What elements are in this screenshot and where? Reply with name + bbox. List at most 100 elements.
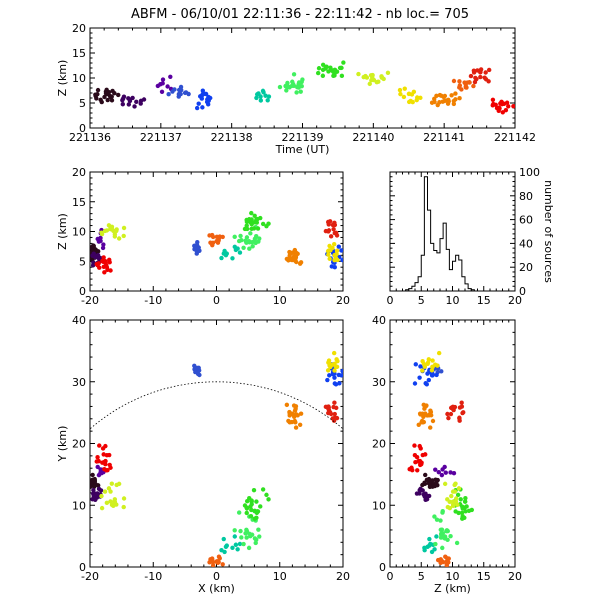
x-y-source-point [287, 413, 292, 418]
x-z-source-point [93, 254, 98, 260]
z-y-source-point [448, 411, 454, 417]
x-z-source-point [323, 228, 329, 234]
time-height-source-point [406, 99, 412, 105]
time-height-source-point [457, 95, 462, 101]
x-z-xtick-label: 0 [213, 294, 220, 307]
time-height-source-point [165, 84, 170, 89]
time-height-source-point [93, 92, 98, 97]
z-y-source-point [412, 443, 417, 448]
x-y-source-point [249, 498, 254, 503]
z-y-source-point [410, 468, 415, 473]
time-height-source-point [277, 84, 283, 90]
histogram-ytick-label: 40 [519, 237, 533, 250]
time-height-source-point [503, 107, 509, 113]
x-y-source-point [108, 465, 113, 470]
z-y-source-point [440, 531, 445, 536]
x-z-source-point [247, 246, 252, 251]
time-height-source-point [494, 105, 500, 111]
z-y-source-point [463, 495, 468, 501]
time-height-source-point [126, 102, 132, 107]
z-y-source-point [433, 467, 438, 472]
x-z-source-point [244, 235, 250, 240]
histogram-ytick-label: 100 [519, 166, 540, 179]
z-y-ytick-label: 10 [372, 499, 386, 512]
x-y-source-point [323, 404, 329, 410]
time-height-source-point [315, 70, 321, 76]
z-y-source-point [463, 509, 468, 514]
z-y-source-point [438, 560, 443, 565]
time-height-source-point [299, 79, 304, 85]
z-y-source-point [435, 363, 440, 368]
time-height-source-point [486, 67, 492, 73]
z-y-source-point [434, 517, 440, 522]
x-z-source-point [223, 252, 229, 258]
x-y-source-point [239, 535, 244, 540]
time-height-source-point [102, 94, 107, 100]
x-z-ytick-label: 20 [72, 166, 86, 179]
time-height-source-point [94, 96, 99, 101]
z-y-source-point [419, 461, 424, 467]
z-y-xlabel: Z (km) [434, 582, 471, 595]
x-y-source-point [258, 504, 263, 509]
time-height-source-point [202, 91, 208, 97]
time-height-source-point [205, 97, 210, 102]
histogram-xtick-label: 15 [477, 294, 491, 307]
z-y-source-point [425, 360, 431, 365]
x-z-source-point [209, 232, 215, 238]
time-height-source-point [440, 99, 445, 104]
time-height-source-point [398, 91, 403, 97]
x-z-source-point [293, 250, 299, 255]
x-y-source-point [257, 534, 262, 539]
x-y-source-point [99, 505, 105, 511]
time-height-source-point [320, 62, 326, 68]
x-y-xtick-label: 0 [213, 570, 220, 583]
z-y-source-point [434, 534, 439, 539]
z-y-source-point [412, 381, 418, 386]
z-y-source-point [434, 372, 439, 378]
x-z-source-point [192, 243, 197, 249]
x-y-source-point [233, 542, 239, 547]
x-y-source-point [260, 487, 266, 492]
time-height-source-point [453, 91, 458, 96]
time-height-source-point [200, 88, 206, 93]
x-y-source-point [255, 509, 260, 514]
x-y-source-point [337, 381, 342, 386]
x-y-source-point [103, 461, 108, 467]
time-height-source-point [138, 101, 143, 106]
time-height-source-point [464, 85, 469, 90]
x-z-source-point [222, 248, 227, 254]
x-y-source-point [293, 425, 299, 430]
x-z-source-point [332, 220, 337, 225]
time-height-points [90, 60, 515, 115]
time-height-ytick-label: 10 [72, 72, 86, 85]
time-height-source-point [490, 103, 495, 108]
x-z-source-point [327, 256, 332, 261]
x-y-source-point [104, 452, 110, 458]
x-z-source-point [249, 210, 254, 216]
z-y-source-point [429, 479, 434, 484]
x-y-source-point [266, 497, 271, 502]
z-y-source-point [418, 364, 423, 369]
z-y-source-point [464, 504, 469, 509]
x-z-points [90, 210, 343, 275]
x-y-source-point [236, 510, 242, 515]
z-y-source-point [427, 484, 433, 490]
x-y-source-point [291, 403, 297, 408]
x-y-source-point [253, 540, 258, 546]
x-z-source-point [107, 257, 112, 263]
x-y-source-point [109, 481, 115, 486]
x-y-source-point [93, 491, 98, 496]
z-y-source-point [413, 362, 418, 367]
time-height-source-point [320, 73, 326, 78]
z-y-xtick-label: 15 [477, 570, 491, 583]
z-y-source-point [439, 369, 444, 374]
time-height-source-point [478, 74, 483, 80]
time-height-xtick-label: 221138 [211, 131, 253, 144]
time-height-source-point [109, 98, 115, 103]
x-z-source-point [104, 265, 110, 270]
x-y-source-point [287, 420, 292, 425]
x-y-source-point [252, 516, 257, 521]
x-y-ytick-label: 30 [72, 376, 86, 389]
histogram-ytick-label: 20 [519, 261, 533, 274]
